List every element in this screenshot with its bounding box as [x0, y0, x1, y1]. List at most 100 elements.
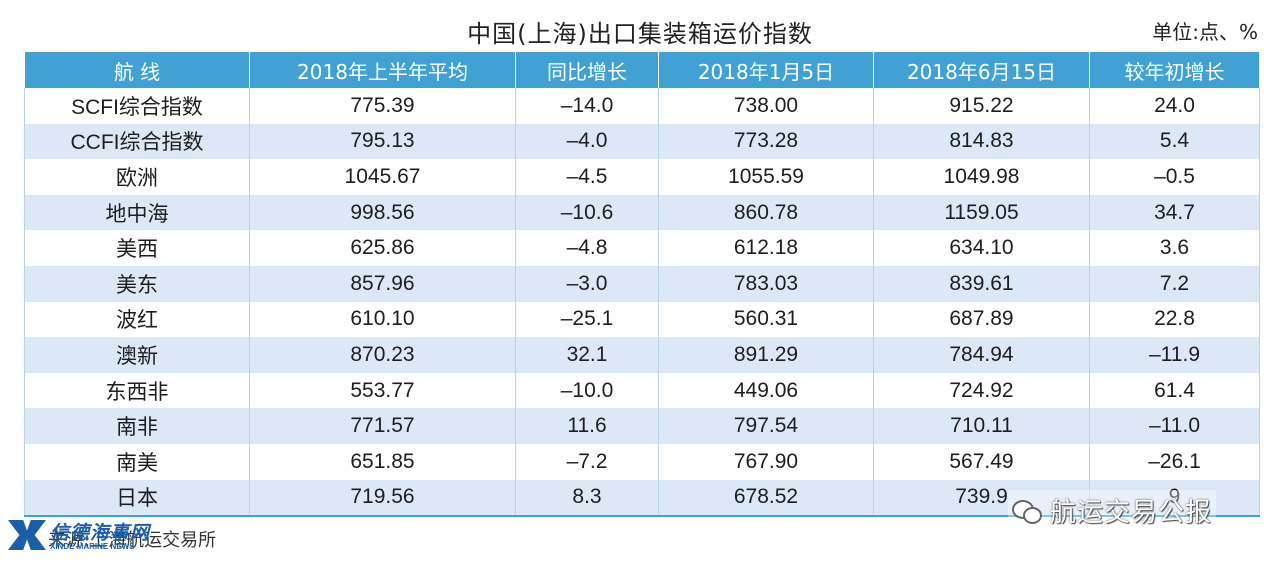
value-cell: 891.29: [658, 337, 874, 373]
value-cell: 61.4: [1089, 372, 1260, 409]
value-cell: 783.03: [658, 265, 874, 302]
watermark-text: 航运交易公报: [1050, 498, 1213, 528]
value-cell: 767.90: [658, 443, 874, 480]
col-header-jun-15: 2018年6月15日: [873, 52, 1090, 88]
value-cell: –4.8: [515, 230, 659, 266]
value-cell: 610.10: [249, 301, 516, 338]
unit-label: 单位:点、%: [1152, 20, 1258, 44]
source-note: 来源:上海航运交易所: [48, 530, 217, 551]
route-cell: 美西: [24, 230, 250, 266]
value-cell: 775.39: [249, 88, 516, 124]
route-cell: 美东: [24, 265, 250, 302]
logo-name: 信德海事网: [50, 522, 151, 544]
value-cell: 22.8: [1089, 301, 1260, 338]
value-cell: –25.1: [515, 301, 659, 338]
table-row: 美东 857.96 –3.0 783.03 839.61 7.2: [24, 265, 1260, 302]
value-cell: 797.54: [658, 408, 874, 444]
freight-index-table: 航 线 2018年上半年平均 同比增长 2018年1月5日 2018年6月15日…: [24, 52, 1260, 518]
value-cell: –7.2: [515, 443, 659, 480]
logo-subtitle: XINDE MARINE NEWS: [50, 542, 135, 551]
value-cell: –26.1: [1089, 443, 1260, 480]
value-cell: 870.23: [249, 337, 516, 373]
value-cell: –4.5: [515, 159, 659, 195]
value-cell: 1159.05: [873, 194, 1090, 231]
value-cell: 560.31: [658, 301, 874, 338]
table-row: 东西非 553.77 –10.0 449.06 724.92 61.4: [24, 372, 1260, 409]
publisher-logo: 信德海事网 XINDE MARINE NEWS: [8, 516, 168, 556]
col-header-jan-5: 2018年1月5日: [658, 52, 874, 88]
value-cell: 11.6: [515, 408, 659, 444]
col-header-yoy-growth: 同比增长: [515, 52, 659, 88]
value-cell: 32.1: [515, 337, 659, 373]
table-row: 澳新 870.23 32.1 891.29 784.94 –11.9: [24, 337, 1260, 373]
value-cell: 634.10: [873, 230, 1090, 266]
route-cell: 东西非: [24, 372, 250, 409]
value-cell: –11.0: [1089, 408, 1260, 444]
value-cell: 738.00: [658, 88, 874, 124]
table-header-row: 航 线 2018年上半年平均 同比增长 2018年1月5日 2018年6月15日…: [24, 52, 1260, 88]
value-cell: 553.77: [249, 372, 516, 409]
value-cell: 7.2: [1089, 265, 1260, 302]
value-cell: 24.0: [1089, 88, 1260, 124]
value-cell: 773.28: [658, 123, 874, 160]
col-header-h1-average: 2018年上半年平均: [249, 52, 516, 88]
value-cell: 651.85: [249, 443, 516, 480]
table-row: 波红 610.10 –25.1 560.31 687.89 22.8: [24, 301, 1260, 338]
value-cell: 839.61: [873, 265, 1090, 302]
value-cell: 814.83: [873, 123, 1090, 160]
value-cell: 1055.59: [658, 159, 874, 195]
route-cell: SCFI综合指数: [24, 88, 250, 124]
route-cell: 欧洲: [24, 159, 250, 195]
value-cell: 449.06: [658, 372, 874, 409]
value-cell: 857.96: [249, 265, 516, 302]
value-cell: 9: [1089, 479, 1260, 518]
table-row: 南美 651.85 –7.2 767.90 567.49 –26.1: [24, 443, 1260, 480]
wechat-watermark: 航运交易公报: [1008, 490, 1217, 531]
col-header-ytd-growth: 较年初增长: [1089, 52, 1260, 88]
value-cell: –10.6: [515, 194, 659, 231]
value-cell: 8.3: [515, 479, 659, 518]
value-cell: 687.89: [873, 301, 1090, 338]
table-row: 美西 625.86 –4.8 612.18 634.10 3.6: [24, 230, 1260, 266]
value-cell: 1045.67: [249, 159, 516, 195]
value-cell: 612.18: [658, 230, 874, 266]
value-cell: –10.0: [515, 372, 659, 409]
route-cell: CCFI综合指数: [24, 123, 250, 160]
value-cell: –11.9: [1089, 337, 1260, 373]
route-cell: 澳新: [24, 337, 250, 373]
route-cell: 波红: [24, 301, 250, 338]
value-cell: 795.13: [249, 123, 516, 160]
value-cell: 771.57: [249, 408, 516, 444]
wechat-icon: [1012, 498, 1042, 524]
value-cell: 678.52: [658, 479, 874, 518]
value-cell: –14.0: [515, 88, 659, 124]
value-cell: –3.0: [515, 265, 659, 302]
route-cell: 南美: [24, 443, 250, 480]
value-cell: 34.7: [1089, 194, 1260, 231]
table-row: 欧洲 1045.67 –4.5 1055.59 1049.98 –0.5: [24, 159, 1260, 195]
value-cell: 784.94: [873, 337, 1090, 373]
table-row: 日本 719.56 8.3 678.52 739.9 9: [24, 479, 1260, 518]
xinde-logo-icon: [8, 520, 46, 550]
value-cell: 1049.98: [873, 159, 1090, 195]
value-cell: 710.11: [873, 408, 1090, 444]
col-header-route: 航 线: [24, 52, 250, 88]
value-cell: –4.0: [515, 123, 659, 160]
value-cell: 3.6: [1089, 230, 1260, 266]
table-row: SCFI综合指数 775.39 –14.0 738.00 915.22 24.0: [24, 88, 1260, 124]
route-cell: 日本: [24, 479, 250, 518]
value-cell: 915.22: [873, 88, 1090, 124]
table-row: 地中海 998.56 –10.6 860.78 1159.05 34.7: [24, 194, 1260, 231]
value-cell: 998.56: [249, 194, 516, 231]
value-cell: –0.5: [1089, 159, 1260, 195]
value-cell: 625.86: [249, 230, 516, 266]
value-cell: 719.56: [249, 479, 516, 518]
route-cell: 南非: [24, 408, 250, 444]
table-title: 中国(上海)出口集装箱运价指数: [467, 20, 813, 48]
value-cell: 5.4: [1089, 123, 1260, 160]
table-row: CCFI综合指数 795.13 –4.0 773.28 814.83 5.4: [24, 123, 1260, 160]
value-cell: 567.49: [873, 443, 1090, 480]
value-cell: 860.78: [658, 194, 874, 231]
table-row: 南非 771.57 11.6 797.54 710.11 –11.0: [24, 408, 1260, 444]
route-cell: 地中海: [24, 194, 250, 231]
